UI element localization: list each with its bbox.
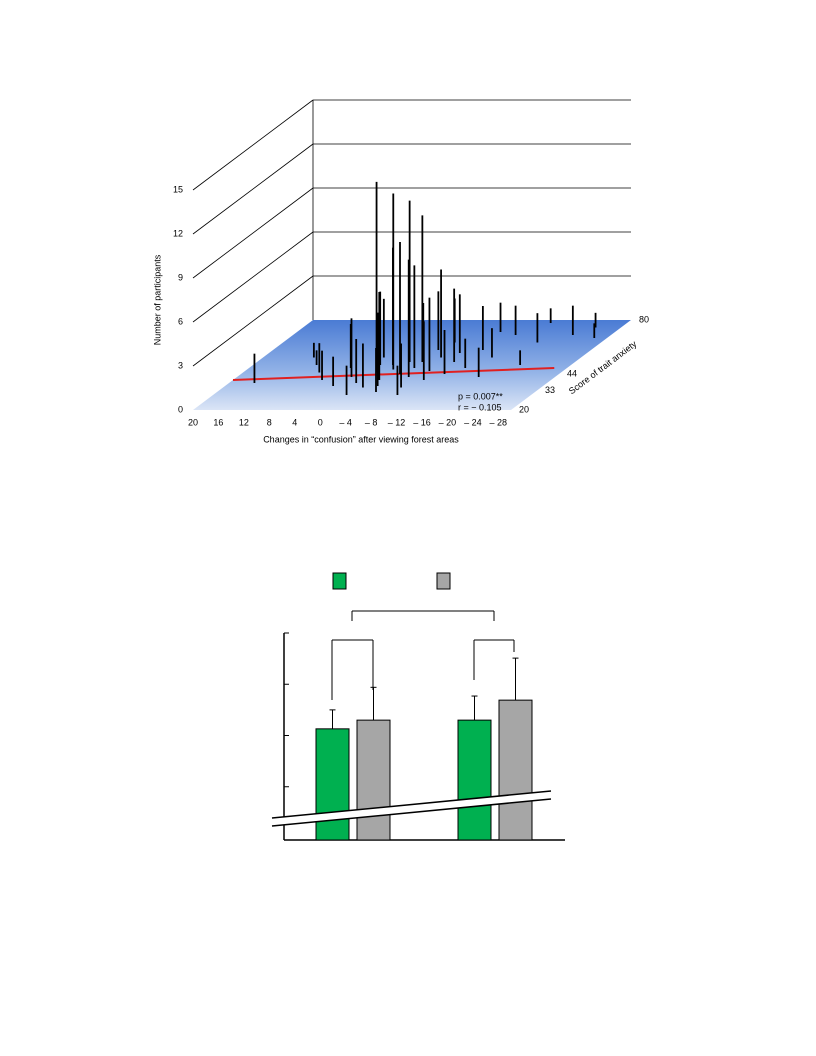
x-tick-label: 20: [188, 417, 198, 427]
figure-3d: 0 3 6 9 12 15 20 16 12 8 4 0 – 4 – 8 – 12 – 16 – 20 – 24–…: [152, 99, 649, 444]
grid-line: [192, 231, 314, 323]
z-tick-label: 80: [639, 314, 649, 324]
x-tick-label: – 24: [464, 417, 482, 427]
floor: [193, 320, 631, 410]
z-tick-label: 33: [545, 385, 555, 395]
grid-line: [192, 143, 314, 235]
y-tick-label: 12: [173, 228, 183, 238]
bar: [315, 728, 350, 841]
z-tick-label: 20: [519, 404, 529, 414]
axis-break: [271, 798, 552, 827]
annotation: p = 0.007**: [458, 391, 503, 401]
grid-line: [192, 187, 314, 279]
x-tick-label: 16: [213, 417, 223, 427]
figure-bar: [271, 572, 565, 841]
y-tick-label: 0: [178, 404, 183, 414]
y-tick-label: 9: [178, 272, 183, 282]
x-tick-label: – 28: [490, 417, 508, 427]
x-tick-label: – 8: [365, 417, 378, 427]
x-tick-label: – 12: [388, 417, 406, 427]
grid-line: [192, 99, 314, 191]
y-tick-label: 6: [178, 316, 183, 326]
regression-line: [232, 367, 555, 381]
grid-line: [192, 275, 314, 367]
annotation: r = − 0.105: [458, 402, 502, 412]
bar: [498, 699, 533, 841]
axis-break: [271, 790, 552, 819]
z-tick-label: 44: [567, 368, 577, 378]
y-tick-label: 3: [178, 360, 183, 370]
x-tick-label: 12: [239, 417, 249, 427]
x-tick-label: 0: [318, 417, 323, 427]
y-tick-label: 15: [173, 184, 183, 194]
x-tick-label: – 16: [413, 417, 431, 427]
bar: [457, 719, 492, 841]
x-axis-label: Changes in “confusion” after viewing for…: [263, 434, 459, 444]
x-tick-label: 8: [267, 417, 272, 427]
legend-swatch: [436, 572, 451, 590]
axis-break: [272, 791, 551, 826]
x-tick-label: – 20: [439, 417, 457, 427]
legend-swatch: [332, 572, 347, 590]
x-tick-label: – 4: [339, 417, 352, 427]
bar: [356, 719, 391, 841]
y-axis-label: Number of participants: [152, 254, 162, 345]
x-tick-label: 4: [292, 417, 297, 427]
